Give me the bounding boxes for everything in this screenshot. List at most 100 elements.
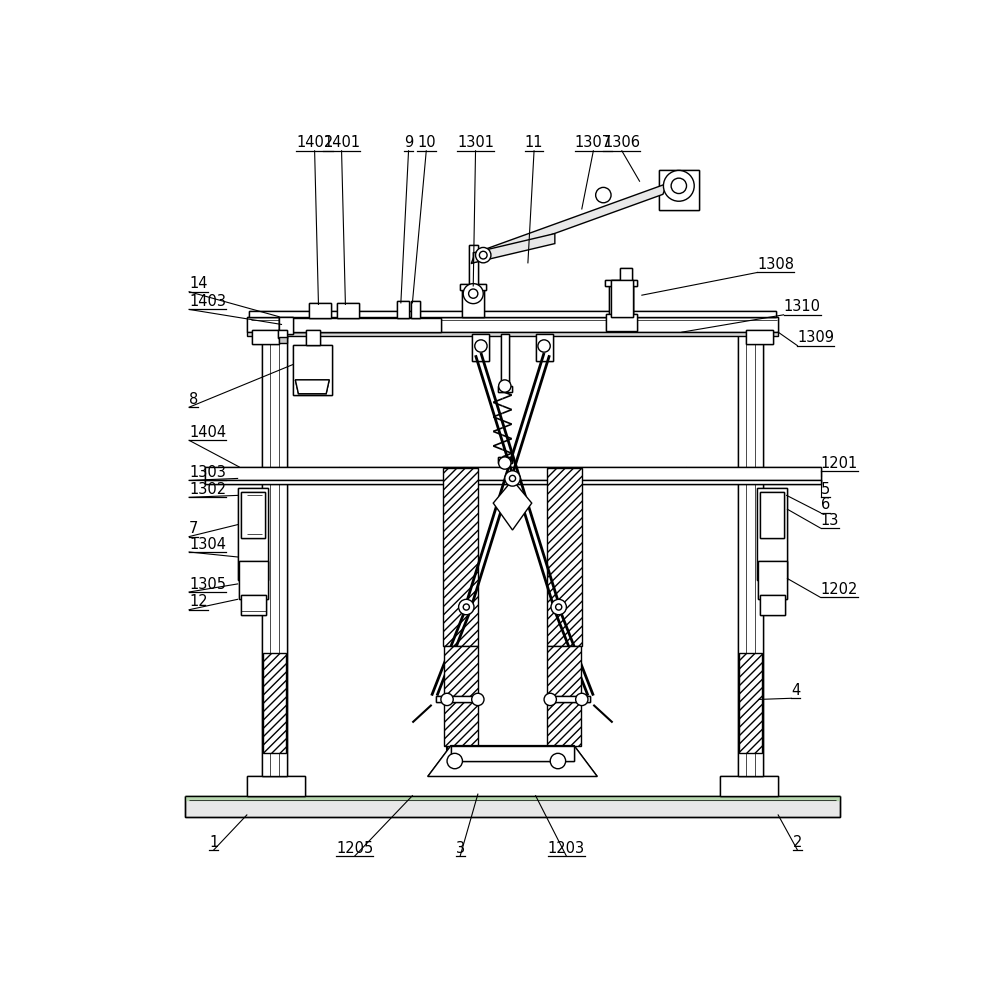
Bar — [279, 317, 293, 334]
Bar — [472, 334, 489, 360]
Text: 1301: 1301 — [457, 136, 494, 151]
Bar — [659, 170, 699, 211]
Text: 1302: 1302 — [189, 482, 226, 497]
Bar — [278, 330, 287, 338]
Text: 3: 3 — [456, 840, 465, 856]
Bar — [247, 317, 778, 333]
Bar — [443, 468, 478, 646]
Text: 1202: 1202 — [820, 582, 858, 597]
Circle shape — [505, 470, 520, 486]
Text: 1404: 1404 — [189, 425, 226, 440]
Bar — [620, 269, 632, 282]
Bar — [309, 303, 331, 318]
Text: 10: 10 — [417, 136, 436, 151]
Bar — [309, 303, 331, 318]
Bar — [760, 595, 785, 615]
Bar — [547, 646, 581, 746]
Bar — [205, 466, 339, 481]
Bar — [547, 696, 590, 702]
Bar — [306, 330, 320, 345]
Bar — [498, 457, 512, 463]
Circle shape — [475, 339, 487, 352]
Text: 1205: 1205 — [336, 840, 373, 856]
Text: 5: 5 — [820, 482, 830, 497]
Bar — [263, 653, 286, 754]
Polygon shape — [471, 184, 667, 264]
Bar — [758, 561, 787, 599]
Polygon shape — [493, 480, 532, 530]
Text: 12: 12 — [189, 594, 208, 609]
Bar — [436, 696, 478, 702]
Bar — [609, 283, 633, 318]
Bar — [241, 595, 266, 615]
Bar — [760, 492, 784, 537]
Bar — [444, 646, 478, 746]
Bar — [205, 466, 820, 481]
Bar — [436, 696, 478, 702]
Bar — [462, 287, 484, 317]
Bar — [252, 330, 279, 343]
Text: 9: 9 — [404, 136, 413, 151]
Text: 1203: 1203 — [548, 840, 585, 856]
Bar — [293, 345, 332, 396]
Circle shape — [663, 170, 694, 202]
Bar — [279, 318, 441, 333]
Bar — [611, 279, 633, 317]
Bar — [605, 279, 637, 286]
Text: 6: 6 — [820, 497, 830, 513]
Circle shape — [441, 694, 453, 706]
Bar — [469, 245, 478, 283]
Circle shape — [499, 380, 511, 393]
Text: 1310: 1310 — [784, 299, 821, 315]
Bar — [279, 317, 293, 334]
Bar — [536, 334, 553, 360]
Bar — [606, 315, 637, 332]
Bar — [397, 301, 409, 318]
Bar — [241, 492, 265, 537]
Bar — [738, 334, 763, 776]
Bar — [247, 776, 305, 796]
Text: 11: 11 — [525, 136, 543, 151]
Bar — [451, 746, 574, 761]
Circle shape — [459, 599, 474, 615]
Bar — [238, 488, 268, 581]
Text: 7: 7 — [189, 522, 198, 536]
Text: 8: 8 — [189, 392, 198, 406]
Bar — [247, 317, 778, 333]
Bar — [339, 466, 686, 481]
Polygon shape — [428, 746, 597, 776]
Text: 1307: 1307 — [575, 136, 612, 151]
Bar — [605, 279, 637, 286]
Bar — [451, 746, 574, 761]
Bar — [746, 330, 773, 343]
Text: 1303: 1303 — [189, 465, 226, 480]
Bar — [241, 595, 266, 615]
Text: 1201: 1201 — [820, 456, 858, 470]
Bar — [205, 480, 820, 484]
Bar — [498, 457, 512, 463]
Polygon shape — [473, 233, 555, 263]
Bar — [720, 776, 778, 796]
Text: 14: 14 — [189, 277, 208, 291]
Bar — [501, 334, 509, 388]
Bar — [501, 334, 509, 388]
Circle shape — [479, 251, 487, 259]
Bar — [293, 345, 332, 396]
Bar — [239, 561, 268, 599]
Text: 1309: 1309 — [797, 331, 834, 345]
Circle shape — [463, 604, 469, 610]
Bar — [460, 283, 486, 290]
Bar — [411, 301, 420, 318]
Circle shape — [544, 694, 556, 706]
Bar — [397, 301, 409, 318]
Bar — [249, 311, 776, 317]
Bar — [720, 776, 778, 796]
Bar — [247, 333, 778, 336]
Bar — [757, 488, 787, 581]
Bar — [306, 330, 320, 345]
Text: 1: 1 — [209, 834, 218, 849]
Bar — [262, 334, 287, 776]
Polygon shape — [295, 380, 329, 394]
Bar — [760, 595, 785, 615]
Bar — [611, 279, 633, 317]
